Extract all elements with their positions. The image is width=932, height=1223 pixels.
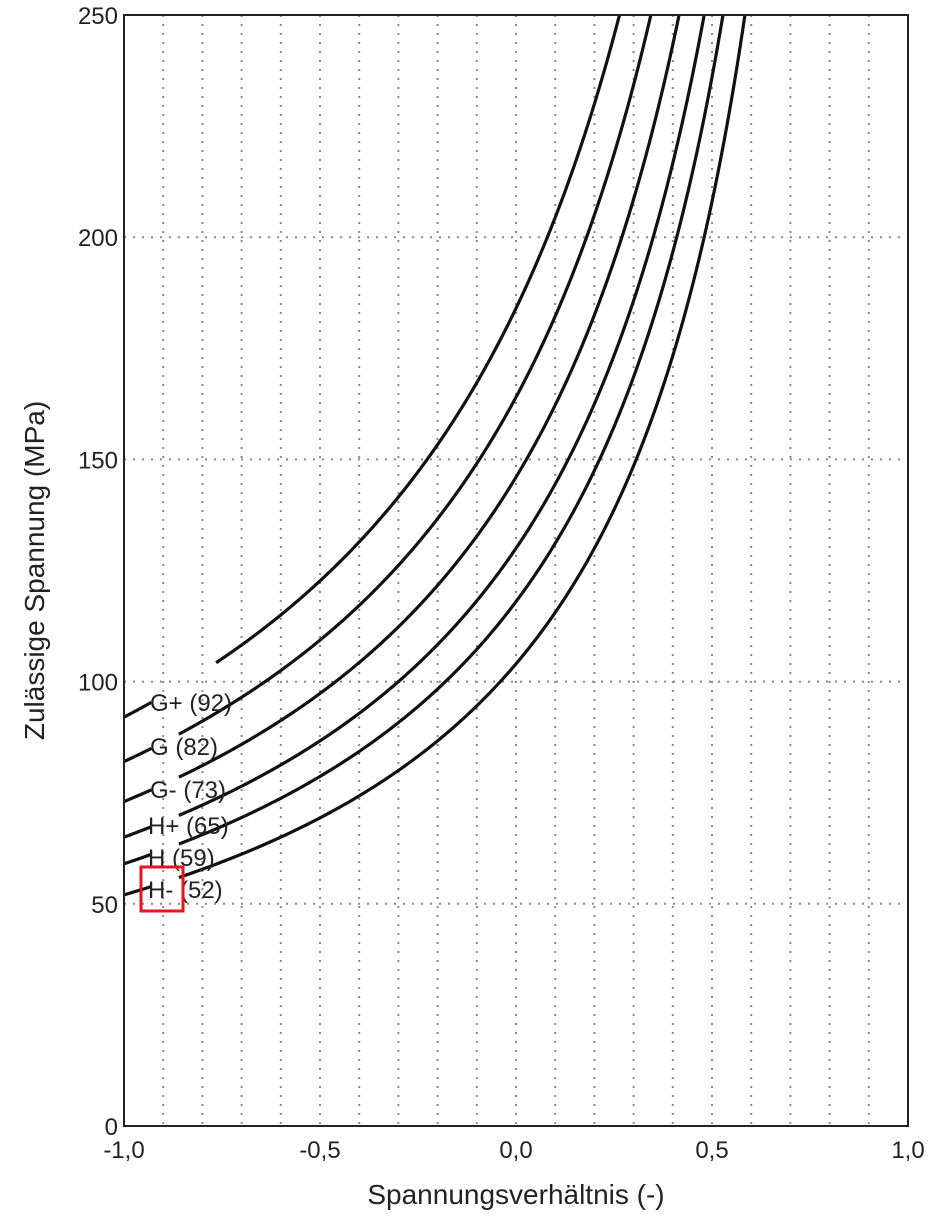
curve-stub	[123, 852, 152, 866]
y-tick-label: 0	[105, 1114, 118, 1141]
curve-label: G- (73)	[150, 777, 226, 804]
y-tick-label: 200	[78, 225, 118, 252]
y-tick-label: 50	[91, 892, 118, 919]
curve-line	[215, 14, 622, 665]
curve-label: G+ (92)	[150, 690, 232, 717]
plot-frame	[123, 14, 909, 1127]
curve-stub	[123, 885, 152, 897]
x-tick-label: -1,0	[103, 1137, 144, 1164]
curve-line	[178, 14, 725, 846]
curve-line	[178, 14, 681, 779]
curve-line	[178, 14, 747, 880]
curve-stub	[123, 825, 153, 839]
curve-stub	[123, 746, 153, 764]
curve-stub	[123, 700, 153, 719]
y-tick-label: 150	[78, 447, 118, 474]
curve-label-layer: G+ (92)G (82)G- (73)H+ (65)H (59)H- (52)	[148, 690, 232, 904]
curve-stub	[123, 788, 153, 804]
tick-label-layer: -1,0 -0,5 0,0 0,5 1,0 0 50 100 150 200 250	[78, 3, 925, 1164]
curve-line	[178, 14, 706, 817]
y-axis-title: Zulässige Spannung (MPa)	[19, 401, 50, 740]
curve-line	[178, 14, 653, 736]
grid-layer	[124, 15, 908, 1126]
x-tick-label: 0,5	[695, 1137, 728, 1164]
x-tick-label: 0,0	[499, 1137, 532, 1164]
x-tick-label: 1,0	[891, 1137, 924, 1164]
curve-label: H- (52)	[148, 877, 223, 904]
curve-label: G (82)	[150, 734, 218, 761]
highlight-box	[139, 865, 185, 913]
y-tick-label: 250	[78, 3, 118, 30]
curve-layer	[123, 14, 747, 897]
curve-label: H+ (65)	[148, 813, 229, 840]
x-tick-label: -0,5	[299, 1137, 340, 1164]
y-tick-label: 100	[78, 670, 118, 697]
x-axis-title: Spannungsverhältnis (-)	[367, 1179, 664, 1210]
